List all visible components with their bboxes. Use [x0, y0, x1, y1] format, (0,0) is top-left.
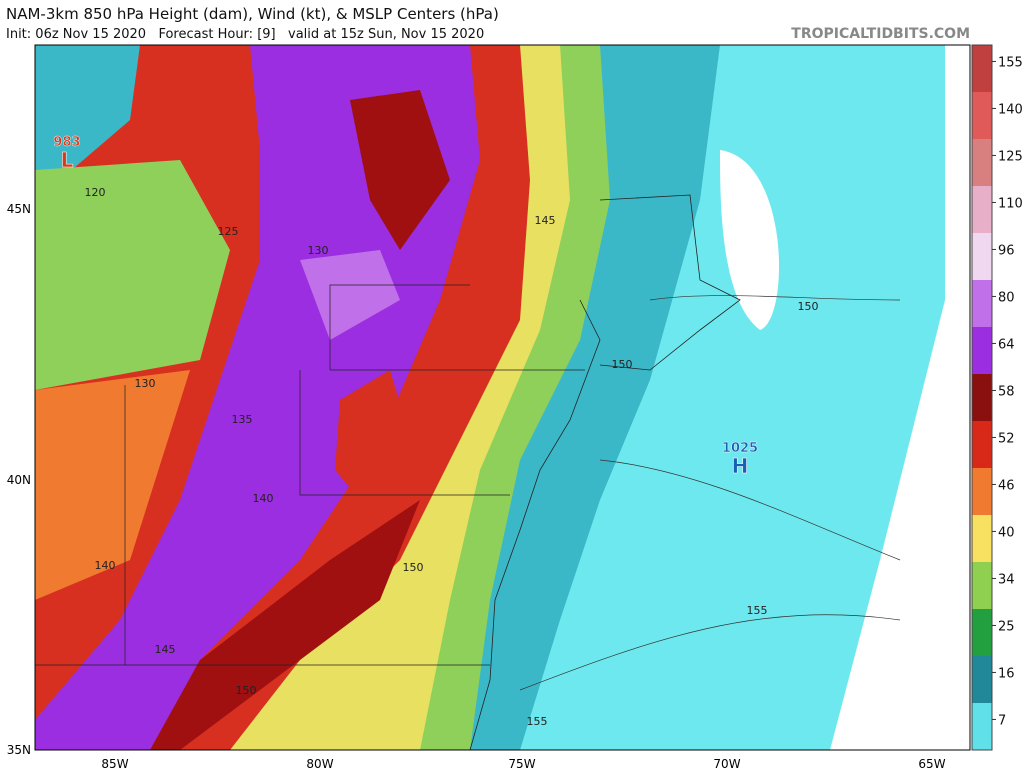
- brand: TROPICALTIDBITS.COM: [791, 26, 970, 42]
- state-borders: [35, 284, 585, 666]
- contour-label: 145: [155, 643, 176, 656]
- colorbar-label: 25: [998, 619, 1015, 634]
- pressure-symbol: H: [732, 454, 749, 478]
- contour-label: 150: [612, 358, 633, 371]
- colorbar-label: 64: [998, 337, 1015, 352]
- contour-label: 150: [798, 300, 819, 313]
- field-purple: [35, 45, 480, 750]
- colorbar-swatch: [972, 656, 992, 704]
- colorbar-label: 80: [998, 290, 1015, 305]
- contour-label: 135: [232, 413, 253, 426]
- contour-label: 155: [747, 604, 768, 617]
- colorbar-swatch: [972, 374, 992, 422]
- subtitle: Init: 06z Nov 15 2020 Forecast Hour: [9]…: [6, 27, 484, 42]
- colorbar-swatch: [972, 562, 992, 610]
- colorbar-label: 110: [998, 196, 1023, 211]
- contour-label: 130: [135, 377, 156, 390]
- field-darkred-s: [150, 500, 420, 750]
- lat-label: 35N: [7, 743, 31, 757]
- colorbar-swatch: [972, 186, 992, 234]
- lon-label: 70W: [713, 757, 740, 771]
- colorbar-swatch: [972, 45, 992, 93]
- colorbar-label: 96: [998, 243, 1015, 258]
- pressure-symbol: L: [61, 148, 74, 172]
- colorbar-swatch: [972, 92, 992, 140]
- lat-label: 45N: [7, 202, 31, 216]
- colorbar-swatch: [972, 233, 992, 281]
- colorbar-label: 46: [998, 478, 1015, 493]
- colorbar-swatch: [972, 609, 992, 657]
- colorbar-swatch: [972, 421, 992, 469]
- colorbar-label: 7: [998, 713, 1006, 728]
- colorbar-swatch: [972, 468, 992, 516]
- contour-label: 150: [403, 561, 424, 574]
- lon-label: 80W: [306, 757, 333, 771]
- colorbar-label: 58: [998, 384, 1015, 399]
- colorbar-label: 125: [998, 149, 1023, 164]
- title: NAM-3km 850 hPa Height (dam), Wind (kt),…: [6, 5, 499, 23]
- pressure-value: 983: [53, 135, 80, 150]
- lon-label: 65W: [918, 757, 945, 771]
- lon-label: 85W: [101, 757, 128, 771]
- contour-label: 125: [218, 225, 239, 238]
- field-white: [720, 150, 780, 330]
- field-green-w: [35, 160, 230, 390]
- isobars: [519, 295, 901, 691]
- field-red-inner: [335, 370, 405, 500]
- field-lilac: [300, 250, 400, 340]
- map-frame: [34, 44, 971, 751]
- colorbar-swatch: [972, 280, 992, 328]
- field-teal-nw: [35, 45, 140, 190]
- colorbar-swatch: [972, 515, 992, 563]
- colorbar-label: 140: [998, 102, 1023, 117]
- colorbar: 155 140 125 110 96 80 64 58 52 46 40 34 25 16 7: [971, 44, 1023, 751]
- pressure-value: 1025: [722, 441, 758, 456]
- colorbar-frame: [971, 44, 993, 751]
- field-orange-w: [35, 370, 190, 600]
- contour-label: 120: [85, 186, 106, 199]
- domain-edge: [830, 45, 970, 750]
- contour-label: 140: [253, 492, 274, 505]
- contour-label: 155: [527, 715, 548, 728]
- colorbar-swatch: [972, 703, 992, 751]
- colorbar-swatch: [972, 327, 992, 375]
- colorbar-label: 16: [998, 666, 1015, 681]
- contour-label: 150: [236, 684, 257, 697]
- field-darkred: [350, 90, 450, 250]
- colorbar-label: 155: [998, 55, 1023, 70]
- colorbar-label: 34: [998, 572, 1015, 587]
- contour-label: 140: [95, 559, 116, 572]
- lat-label: 40N: [7, 473, 31, 487]
- coastline: [469, 299, 601, 750]
- colorbar-swatch: [972, 139, 992, 187]
- contour-label: 145: [535, 214, 556, 227]
- coastline-ne: [599, 194, 741, 371]
- map: [34, 44, 971, 751]
- colorbar-label: 52: [998, 431, 1015, 446]
- contour-label: 130: [308, 244, 329, 257]
- lon-label: 75W: [508, 757, 535, 771]
- colorbar-label: 40: [998, 525, 1015, 540]
